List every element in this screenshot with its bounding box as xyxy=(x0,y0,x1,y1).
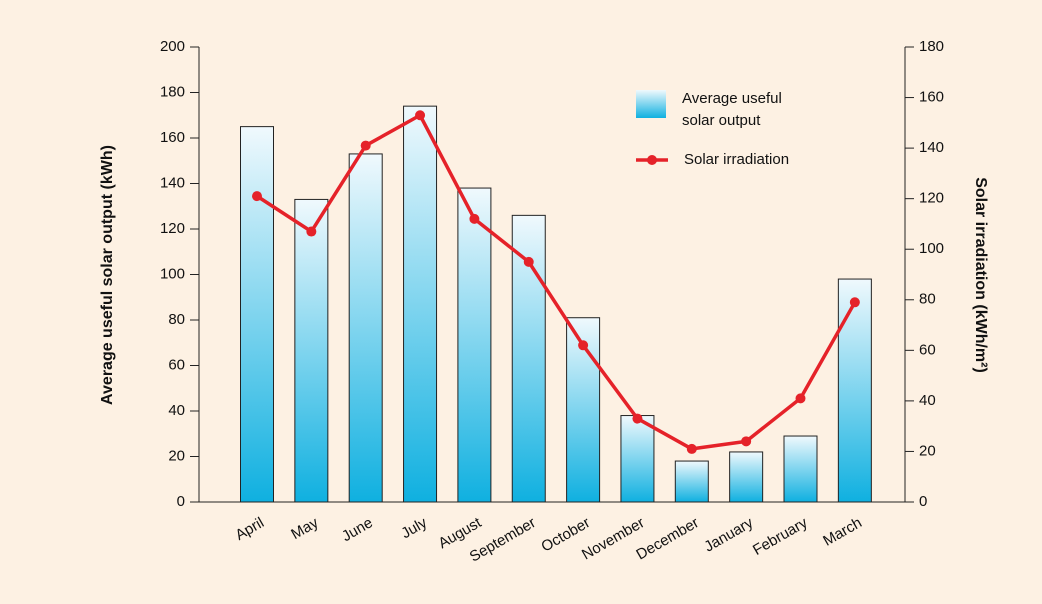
line-point xyxy=(523,256,534,267)
y-tick-label: 100 xyxy=(160,265,185,282)
y-tick-label: 20 xyxy=(168,447,185,464)
y-tick-label: 40 xyxy=(168,402,185,419)
y2-tick-label: 80 xyxy=(919,291,936,308)
y2-tick-label: 160 xyxy=(919,89,944,106)
line xyxy=(256,113,857,451)
y-tick-label: 120 xyxy=(160,220,185,237)
y2-tick-label: 20 xyxy=(919,442,936,459)
line-point xyxy=(632,413,643,424)
bar xyxy=(348,153,383,503)
x-tick-label: April xyxy=(232,514,266,544)
x-tick-label: December xyxy=(633,514,701,563)
y-tick-label: 0 xyxy=(177,493,185,510)
y-tick-label: 140 xyxy=(160,174,185,191)
y2-tick-label: 120 xyxy=(919,190,944,207)
line-point xyxy=(360,140,371,151)
line-point xyxy=(795,393,806,404)
line-point xyxy=(578,340,589,351)
y-tick-label: 80 xyxy=(168,311,185,328)
line-point xyxy=(252,191,262,202)
line-point xyxy=(469,213,480,224)
legend-swatch xyxy=(636,90,666,118)
x-tick-label: January xyxy=(701,514,756,556)
x-tick-label: May xyxy=(288,514,321,543)
y-tick-label: 200 xyxy=(160,38,185,55)
bar xyxy=(674,460,709,503)
x-tick-label: February xyxy=(750,514,811,559)
bar xyxy=(240,126,274,503)
x-tick-label: June xyxy=(339,514,376,545)
y2-axis-label: Solar irradiation (kWh/m²) xyxy=(972,177,989,373)
y-axis-label: Average useful solar output (kWh) xyxy=(99,145,116,405)
line-point xyxy=(741,436,752,447)
y2-tick-label: 140 xyxy=(919,139,944,156)
y-tick-label: 160 xyxy=(160,129,185,146)
bar xyxy=(837,278,872,503)
bar xyxy=(620,415,655,503)
x-tick-label: July xyxy=(398,514,430,542)
bar xyxy=(403,105,438,503)
legend-dot xyxy=(647,155,657,165)
bar xyxy=(294,198,329,503)
bar xyxy=(729,451,764,503)
legend-label: Solar irradiation xyxy=(684,151,789,168)
line-point xyxy=(415,110,426,121)
y2-tick-label: 0 xyxy=(919,493,927,510)
line-point xyxy=(306,226,317,237)
y2-tick-label: 180 xyxy=(919,38,944,55)
bar xyxy=(783,435,818,503)
bar xyxy=(457,187,492,503)
line-point xyxy=(686,443,697,454)
y2-tick-label: 100 xyxy=(919,240,944,257)
x-tick-label: March xyxy=(820,514,865,550)
legend-entry: Average useful solar output xyxy=(682,90,782,129)
line-point xyxy=(849,297,860,308)
legend-label: Average useful solar output xyxy=(682,90,782,129)
y2-tick-label: 40 xyxy=(919,392,936,409)
y-tick-label: 180 xyxy=(160,83,185,100)
y2-tick-label: 60 xyxy=(919,341,936,358)
y-tick-label: 60 xyxy=(168,356,185,373)
